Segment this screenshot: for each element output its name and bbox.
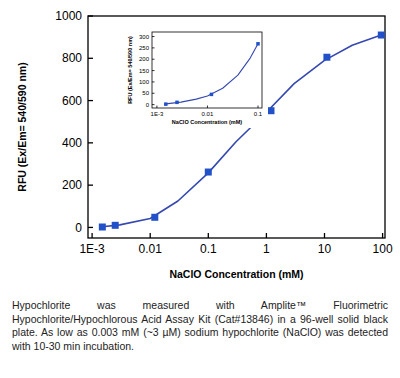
data-point [99, 224, 106, 231]
x-tick-label: 10 [318, 242, 332, 256]
y-tick [152, 93, 155, 94]
y-axis-label: RFU (Ex/Em= 540/590 nm) [16, 62, 28, 191]
y-tick [88, 142, 93, 143]
data-area [164, 42, 260, 106]
y-tick [88, 184, 93, 185]
y-tick-label: 250 [139, 45, 150, 51]
fit-curve [166, 44, 258, 104]
x-tick [266, 233, 267, 238]
data-point [378, 32, 385, 39]
y-tick-label: 800 [62, 51, 82, 65]
y-tick-label: 1000 [55, 9, 82, 23]
data-point [175, 101, 179, 105]
x-axis-label: NaClO Concentration (mM) [169, 268, 303, 280]
x-tick-label: 0.1 [200, 242, 217, 256]
caption: Hypochlorite was measured with Amplite™ … [12, 299, 388, 353]
x-tick [150, 233, 151, 238]
x-tick [91, 233, 92, 238]
x-tick-label: 0.01 [202, 111, 214, 117]
y-tick [88, 100, 93, 101]
y-tick [152, 81, 155, 82]
y-tick [88, 58, 93, 59]
inset-background [126, 26, 268, 128]
y-tick-label: 100 [139, 79, 150, 85]
plot-frame [152, 32, 262, 108]
y-tick [88, 15, 93, 16]
data-point [267, 107, 274, 114]
y-tick-label: 0 [146, 102, 150, 108]
y-tick-label: 200 [62, 178, 82, 192]
y-tick [88, 227, 93, 228]
y-tick [152, 70, 155, 71]
y-tick [152, 47, 155, 48]
x-tick [324, 233, 325, 238]
data-point [210, 93, 214, 97]
y-tick-label: 200 [139, 56, 150, 62]
data-point [112, 222, 119, 229]
y-axis-label: RFU (Ex/Em= 540/590 nm) [127, 36, 133, 104]
x-tick [257, 106, 258, 109]
main-chart: 1E-30.010.111010002004006008001000NaClO … [16, 9, 393, 280]
x-tick-label: 0.01 [139, 242, 163, 256]
y-tick [152, 104, 155, 105]
y-tick-label: 400 [62, 136, 82, 150]
y-tick-label: 600 [62, 94, 82, 108]
y-tick-label: 50 [142, 90, 149, 96]
y-tick-label: 150 [139, 68, 150, 74]
data-point [205, 169, 212, 176]
data-point [164, 102, 168, 106]
y-tick [152, 59, 155, 60]
data-point [256, 42, 260, 46]
data-point [151, 214, 158, 221]
plot-frame [88, 16, 385, 238]
x-tick-label: 1 [263, 242, 270, 256]
x-tick [207, 106, 208, 109]
chart-canvas: 1E-30.010.111010002004006008001000NaClO … [0, 0, 400, 300]
inset-chart: 1E-3 0.01 0.1 0 50 100 150 200 250 300 NaClO Conce… [126, 26, 268, 128]
x-tick-label: 1E-3 [79, 242, 105, 256]
x-tick [382, 233, 383, 238]
y-tick [152, 36, 155, 37]
x-tick [208, 233, 209, 238]
x-tick-label: 100 [373, 242, 393, 256]
x-tick-label: 1E-3 [151, 111, 164, 117]
x-axis-label: NaClO Concentration (mM) [172, 119, 242, 125]
x-tick [156, 106, 157, 109]
data-point [323, 54, 330, 61]
y-tick-label: 300 [139, 34, 150, 40]
y-tick-label: 0 [75, 221, 82, 235]
x-tick-label: 0.1 [254, 111, 263, 117]
